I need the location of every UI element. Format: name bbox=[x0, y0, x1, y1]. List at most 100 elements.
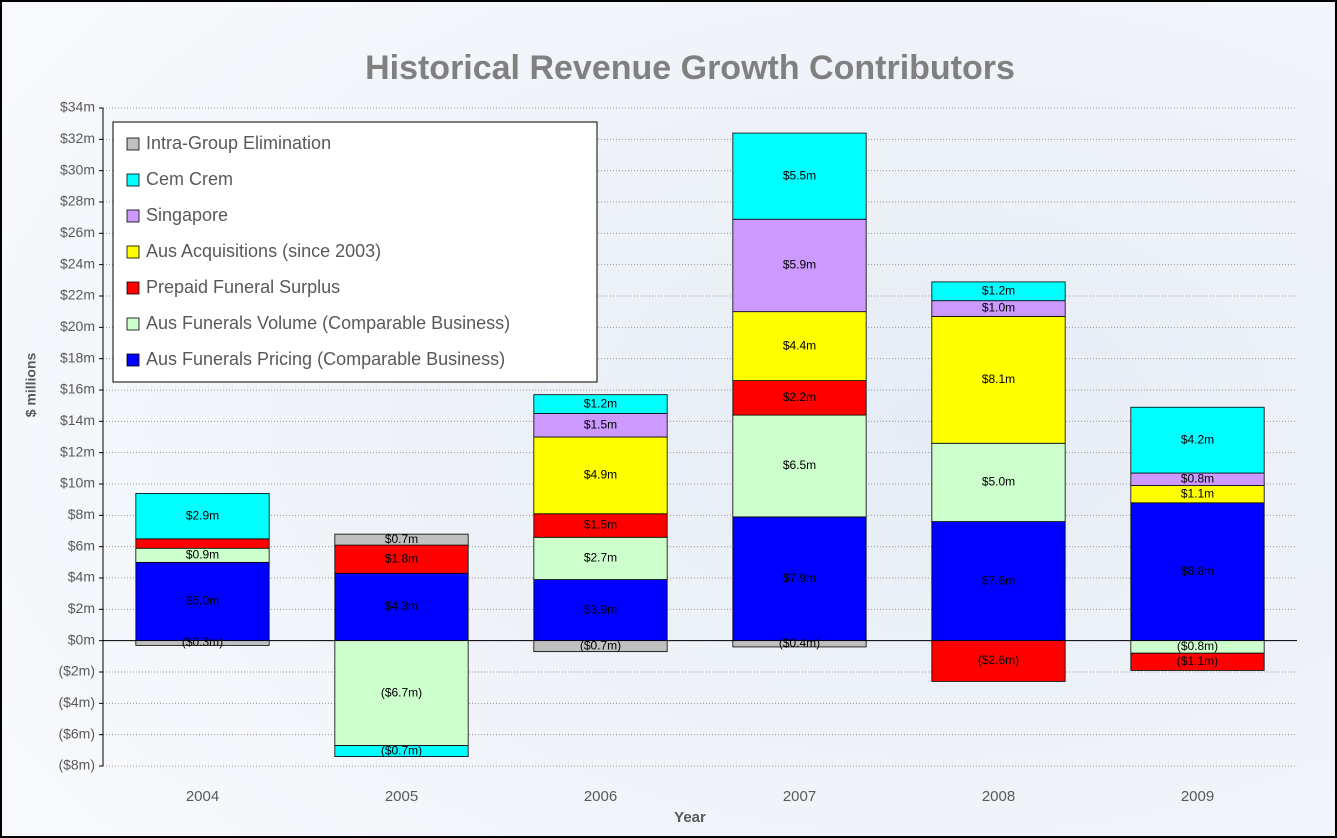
legend-swatch bbox=[126, 281, 140, 295]
y-tick-label: $2m bbox=[68, 600, 95, 616]
value-label: $2.9m bbox=[186, 508, 219, 522]
legend-swatch bbox=[126, 353, 140, 367]
y-tick-label: $10m bbox=[60, 475, 95, 491]
value-label: $2.7m bbox=[584, 551, 617, 565]
bar-segment bbox=[334, 533, 469, 546]
value-label: ($6.7m) bbox=[381, 685, 422, 699]
y-tick-label: $32m bbox=[60, 130, 95, 146]
y-tick-label: $22m bbox=[60, 287, 95, 303]
chart-title: Historical Revenue Growth Contributors bbox=[365, 49, 1015, 87]
value-label: $2.2m bbox=[783, 390, 816, 404]
value-label: $5.0m bbox=[186, 594, 219, 608]
value-label: $3.9m bbox=[584, 602, 617, 616]
x-axis-label: Year bbox=[674, 809, 706, 826]
bar-segment bbox=[334, 745, 469, 758]
bar-segment bbox=[732, 311, 867, 381]
value-label: ($0.7m) bbox=[381, 743, 422, 757]
y-tick-label: $6m bbox=[68, 537, 95, 553]
legend-label: Cem Crem bbox=[146, 169, 233, 189]
bar-segment bbox=[135, 492, 270, 540]
legend-label: Prepaid Funeral Surplus bbox=[146, 277, 340, 297]
y-tick-label: $26m bbox=[60, 224, 95, 240]
legend-swatch bbox=[126, 209, 140, 223]
value-label: $1.2m bbox=[584, 396, 617, 410]
bar-segment bbox=[1130, 502, 1265, 642]
bar-segment bbox=[732, 516, 867, 642]
bar-segment bbox=[1130, 652, 1265, 671]
legend-label: Singapore bbox=[146, 205, 228, 225]
legend-swatch bbox=[126, 317, 140, 331]
y-axis-label: $ millions bbox=[23, 353, 39, 418]
value-label: $0.8m bbox=[1181, 471, 1214, 485]
legend-box bbox=[112, 121, 598, 383]
y-tick-label: $18m bbox=[60, 349, 95, 365]
y-tick-label: $34m bbox=[60, 99, 95, 115]
y-tick-label: $4m bbox=[68, 569, 95, 585]
value-label: $7.9m bbox=[783, 571, 816, 585]
value-label: $8.1m bbox=[982, 372, 1015, 386]
value-label: $0.7m bbox=[385, 532, 418, 546]
bar-segment bbox=[533, 436, 668, 515]
value-label: $8.8m bbox=[1181, 564, 1214, 578]
value-label: $0.9m bbox=[186, 547, 219, 561]
legend-swatch bbox=[126, 245, 140, 259]
bar-segment bbox=[533, 640, 668, 653]
value-label: ($0.7m) bbox=[580, 638, 621, 652]
x-tick-label: 2005 bbox=[385, 788, 418, 805]
legend-label: Intra-Group Elimination bbox=[146, 133, 331, 153]
value-label: $6.5m bbox=[783, 458, 816, 472]
value-label: $5.9m bbox=[783, 258, 816, 272]
y-tick-label: $8m bbox=[68, 506, 95, 522]
value-label: $1.0m bbox=[982, 301, 1015, 315]
x-tick-label: 2009 bbox=[1181, 788, 1214, 805]
value-label: $7.6m bbox=[982, 573, 1015, 587]
bar-segment bbox=[732, 218, 867, 313]
value-label: $1.5m bbox=[584, 518, 617, 532]
value-label: ($0.3m) bbox=[182, 635, 223, 649]
y-tick-label: ($8m) bbox=[58, 757, 95, 773]
value-label: $4.2m bbox=[1181, 432, 1214, 446]
value-label: $4.4m bbox=[783, 338, 816, 352]
value-label: $1.1m bbox=[1181, 486, 1214, 500]
y-tick-label: $30m bbox=[60, 161, 95, 177]
x-tick-label: 2007 bbox=[783, 788, 816, 805]
legend-swatch bbox=[126, 173, 140, 187]
bar-segment bbox=[931, 521, 1066, 642]
bar-segment bbox=[732, 640, 867, 648]
y-tick-label: ($2m) bbox=[58, 663, 95, 679]
value-label: $4.9m bbox=[584, 468, 617, 482]
bar-segment bbox=[533, 394, 668, 414]
bar-segment bbox=[931, 640, 1066, 682]
x-tick-label: 2004 bbox=[186, 788, 219, 805]
bar-segment bbox=[931, 442, 1066, 522]
value-label: ($0.4m) bbox=[779, 636, 820, 650]
bar-segment bbox=[135, 538, 270, 549]
legend-label: Aus Funerals Pricing (Comparable Busines… bbox=[146, 349, 505, 369]
value-label: ($1.1m) bbox=[1177, 654, 1218, 668]
y-tick-label: $14m bbox=[60, 412, 95, 428]
y-tick-label: $28m bbox=[60, 193, 95, 209]
bar-segment bbox=[931, 281, 1066, 302]
bar-segment bbox=[1130, 406, 1265, 474]
bar-segment bbox=[732, 414, 867, 518]
value-label: $1.8m bbox=[385, 551, 418, 565]
value-label: $1.5m bbox=[584, 417, 617, 431]
value-label: $5.5m bbox=[783, 168, 816, 182]
legend-label: Aus Funerals Volume (Comparable Business… bbox=[146, 313, 510, 333]
value-label: $5.0m bbox=[982, 475, 1015, 489]
y-tick-label: $0m bbox=[68, 631, 95, 647]
bar-segment bbox=[135, 640, 270, 646]
x-tick-label: 2008 bbox=[982, 788, 1015, 805]
legend-label: Aus Acquisitions (since 2003) bbox=[146, 241, 381, 261]
bar-segment bbox=[732, 132, 867, 220]
y-tick-label: ($4m) bbox=[58, 694, 95, 710]
bar-segment bbox=[334, 544, 469, 574]
y-tick-label: $12m bbox=[60, 443, 95, 459]
value-label: $4.3m bbox=[385, 599, 418, 613]
y-tick-label: $16m bbox=[60, 381, 95, 397]
value-label: ($0.8m) bbox=[1177, 639, 1218, 653]
y-tick-label: $20m bbox=[60, 318, 95, 334]
x-tick-label: 2006 bbox=[584, 788, 617, 805]
legend-swatch bbox=[126, 137, 140, 151]
